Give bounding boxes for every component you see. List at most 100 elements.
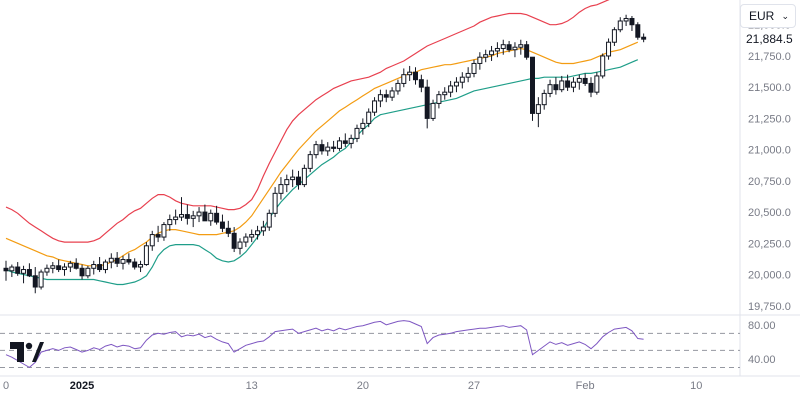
candle-body-down [231,232,237,249]
candle-body-up [120,259,126,264]
candle [190,210,196,228]
candle-body-up [313,144,319,156]
candle-body-up [606,41,612,57]
candle-body-down [565,80,571,88]
candle-body-up [436,94,442,104]
candle [389,87,395,101]
candle [161,222,167,241]
candle-body-up [611,29,617,43]
candle [366,108,372,128]
candle-body-down [588,82,594,93]
last-price-label: 21,884.5 [746,32,793,46]
time-axis[interactable]: 0 2025 13 20 27 Feb 10 [3,380,702,392]
candle-body-up [407,71,413,76]
candle [588,77,594,98]
candle-body-down [424,86,430,119]
candle-body-up [290,176,296,181]
candle-body-down [418,79,424,88]
candle-body-down [56,265,62,271]
candle-body-up [272,192,278,214]
candle [518,39,524,55]
candle [296,170,301,190]
candle [565,74,571,91]
candle [32,267,38,294]
candle [255,225,261,240]
candle [126,253,132,265]
candle-body-up [442,91,448,96]
candle-body-up [161,224,167,238]
candle [26,263,32,278]
candle [407,65,413,81]
candle [471,59,477,78]
candle [38,269,44,290]
candle [260,220,266,236]
candle [336,137,342,151]
rsi-pane: 80.00 40.00 [0,320,776,369]
candle [541,89,547,110]
candle-body-up [453,81,459,87]
candle-body-up [196,211,202,217]
candle [202,204,208,222]
price-tick-label: 21,250.0 [748,113,791,125]
candle [623,14,629,26]
candle-body-down [342,140,348,144]
candle-body-down [331,146,337,149]
candle-body-up [284,179,290,186]
candle-body-up [9,266,15,272]
candle-body-up [489,50,495,56]
candle [465,67,471,83]
candle [214,205,220,225]
candle [44,264,50,276]
candle [401,68,407,88]
candle [442,87,448,100]
candle-body-up [594,75,600,93]
candle-body-down [582,77,588,84]
candle [15,262,21,276]
price-tick-label: 20,750.0 [748,176,791,188]
candle-body-up [278,184,284,194]
candle [331,140,337,153]
candle [494,42,500,58]
candle [524,40,530,60]
candle-body-up [354,127,360,139]
currency-label: EUR [749,9,775,23]
candle-body-up [547,84,553,94]
candle [448,80,454,98]
candle [278,177,284,200]
candle [56,259,62,273]
candle-body-up [494,47,500,52]
price-axis[interactable]: 19,750.0 20,000.0 20,250.0 20,500.0 20,750.0… [746,20,793,313]
candle [377,89,383,108]
candle [354,124,360,143]
candle-body-up [459,76,465,83]
candle-body-up [167,219,173,226]
candle [173,209,179,225]
candle [553,77,559,95]
tradingview-logo[interactable] [10,342,44,367]
time-tick-label: 27 [468,380,480,392]
candle [243,233,249,248]
candle [600,53,606,79]
candle [635,22,641,40]
candle-body-up [600,55,606,77]
currency-selector-button[interactable]: EUR ⌄ [740,4,796,28]
candle [430,99,436,121]
candle-body-up [143,245,149,266]
rsi-tick-label: 80.00 [748,320,776,332]
candle [483,49,489,63]
candle-body-up [465,72,471,78]
candle [62,263,67,276]
candle [348,134,354,149]
candle-body-up [301,167,307,186]
candle-body-down [126,259,132,263]
candle-body-up [190,215,196,219]
candle-body-up [21,269,27,274]
candle [301,164,307,188]
candle [9,264,15,278]
candle-body-down [202,211,208,222]
price-pane [0,0,800,377]
candle-body-down [319,144,325,152]
candle-body-up [623,17,629,22]
candle-body-down [97,264,103,271]
